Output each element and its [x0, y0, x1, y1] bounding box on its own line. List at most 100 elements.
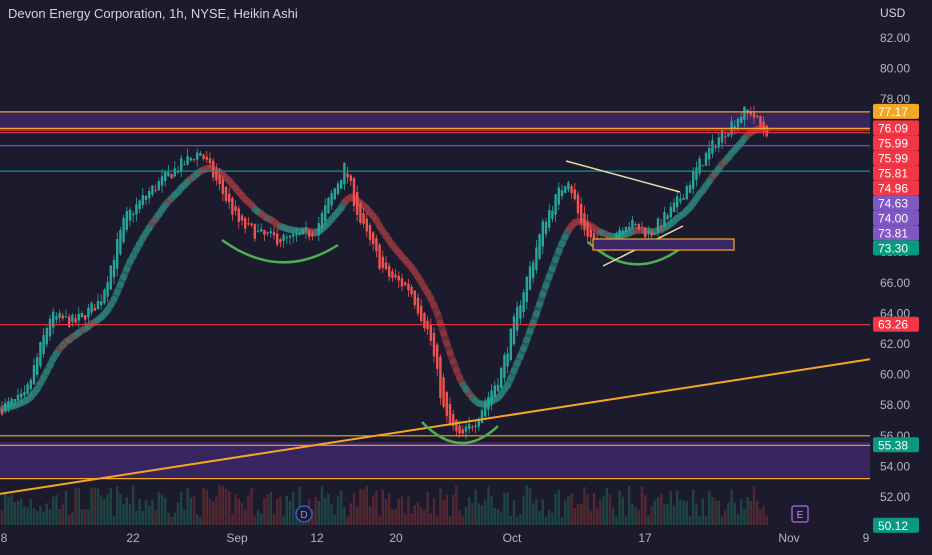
candle-body — [673, 203, 675, 213]
volume-bar — [78, 488, 80, 525]
volume-bar — [151, 500, 153, 525]
price-label[interactable]: 74.63 — [873, 195, 919, 210]
volume-bar — [81, 509, 83, 525]
volume-bar — [286, 496, 288, 525]
candle-body — [385, 262, 387, 269]
volume-bar — [17, 501, 19, 525]
volume-bar — [52, 497, 54, 525]
y-tick-label: 58.00 — [880, 398, 910, 412]
candle-body — [94, 308, 96, 311]
candle-body — [279, 239, 281, 242]
candle-body — [487, 397, 489, 410]
candle-body — [42, 335, 44, 354]
price-label[interactable]: 74.00 — [873, 210, 919, 225]
volume-bar — [494, 508, 496, 525]
candle-body — [30, 380, 32, 389]
candle-body — [586, 222, 588, 237]
candle-body — [225, 187, 227, 201]
price-label[interactable]: 73.81 — [873, 225, 919, 240]
candle-body — [465, 427, 467, 432]
volume-bar — [442, 500, 444, 525]
candle-body — [350, 176, 352, 182]
volume-bar — [55, 495, 57, 525]
candle-body — [382, 257, 384, 268]
candle-body — [740, 117, 742, 123]
candle-body — [500, 368, 502, 388]
candle-body — [369, 225, 371, 240]
candle-body — [471, 427, 473, 428]
candle-body — [695, 167, 697, 180]
candle-body — [484, 403, 486, 417]
candle-body — [676, 196, 678, 207]
consolidation-box[interactable] — [593, 239, 734, 250]
candle-body — [145, 196, 147, 200]
price-label[interactable]: 75.99 — [873, 150, 919, 165]
candle-body — [711, 140, 713, 153]
candle-body — [318, 223, 320, 235]
price-label[interactable]: 75.99 — [873, 135, 919, 150]
candle-body — [14, 399, 16, 401]
candle-body — [206, 157, 208, 160]
price-label[interactable]: 74.96 — [873, 180, 919, 195]
price-label[interactable]: 77.17 — [873, 104, 919, 119]
volume-bar — [337, 497, 339, 526]
volume-bar — [398, 499, 400, 525]
candle-body — [580, 204, 582, 223]
volume-bar — [433, 498, 435, 525]
y-tick-label: 54.00 — [880, 459, 910, 473]
earnings-marker-label: E — [797, 510, 804, 521]
volume-bar — [570, 493, 572, 525]
candle-body — [430, 325, 432, 341]
volume-bar — [129, 504, 131, 526]
volume-bar — [330, 505, 332, 525]
earnings-marker[interactable]: E — [792, 506, 808, 522]
volume-bar — [273, 514, 275, 525]
volume-bar — [522, 495, 524, 525]
price-label[interactable]: 63.26 — [873, 317, 919, 332]
volume-bar — [241, 503, 243, 525]
volume-bar — [154, 510, 156, 526]
price-label-text: 50.12 — [878, 519, 908, 533]
candle-body — [170, 174, 172, 178]
candle-body — [228, 194, 230, 202]
volume-bar — [615, 517, 617, 525]
volume-bar — [750, 501, 752, 526]
candle-body — [186, 156, 188, 165]
volume-bar — [244, 510, 246, 525]
candle-body — [196, 153, 198, 160]
x-tick-label: 8 — [1, 531, 8, 545]
price-label[interactable]: 73.30 — [873, 240, 919, 255]
price-label[interactable]: 75.81 — [873, 165, 919, 180]
volume-bar — [705, 516, 707, 525]
candle-body — [663, 212, 665, 226]
candle-body — [270, 231, 272, 233]
candle-body — [666, 215, 668, 219]
price-label-text: 75.99 — [878, 136, 908, 150]
candle-body — [692, 171, 694, 188]
dividend-marker[interactable]: D — [296, 506, 312, 522]
volume-bar — [122, 504, 124, 525]
volume-bar — [650, 507, 652, 526]
price-label[interactable]: 55.38 — [873, 437, 919, 452]
candle-body — [532, 262, 534, 278]
candle-body — [33, 365, 35, 384]
candle-body — [647, 231, 649, 233]
candle-body — [78, 314, 80, 321]
candle-body — [564, 186, 566, 193]
volume-bar — [279, 497, 281, 525]
price-label-text: 76.09 — [878, 121, 908, 135]
volume-bar — [183, 510, 185, 525]
candle-body — [343, 163, 345, 185]
volume-bar — [574, 508, 576, 525]
candle-body — [634, 224, 636, 225]
price-label[interactable]: 50.12 — [873, 518, 919, 533]
candle-body — [100, 302, 102, 306]
price-label[interactable]: 76.09 — [873, 120, 919, 135]
candle-body — [68, 317, 70, 327]
candle-body — [138, 201, 140, 210]
volume-bar — [26, 508, 28, 526]
candle-body — [513, 317, 515, 345]
volume-bar — [20, 499, 22, 526]
